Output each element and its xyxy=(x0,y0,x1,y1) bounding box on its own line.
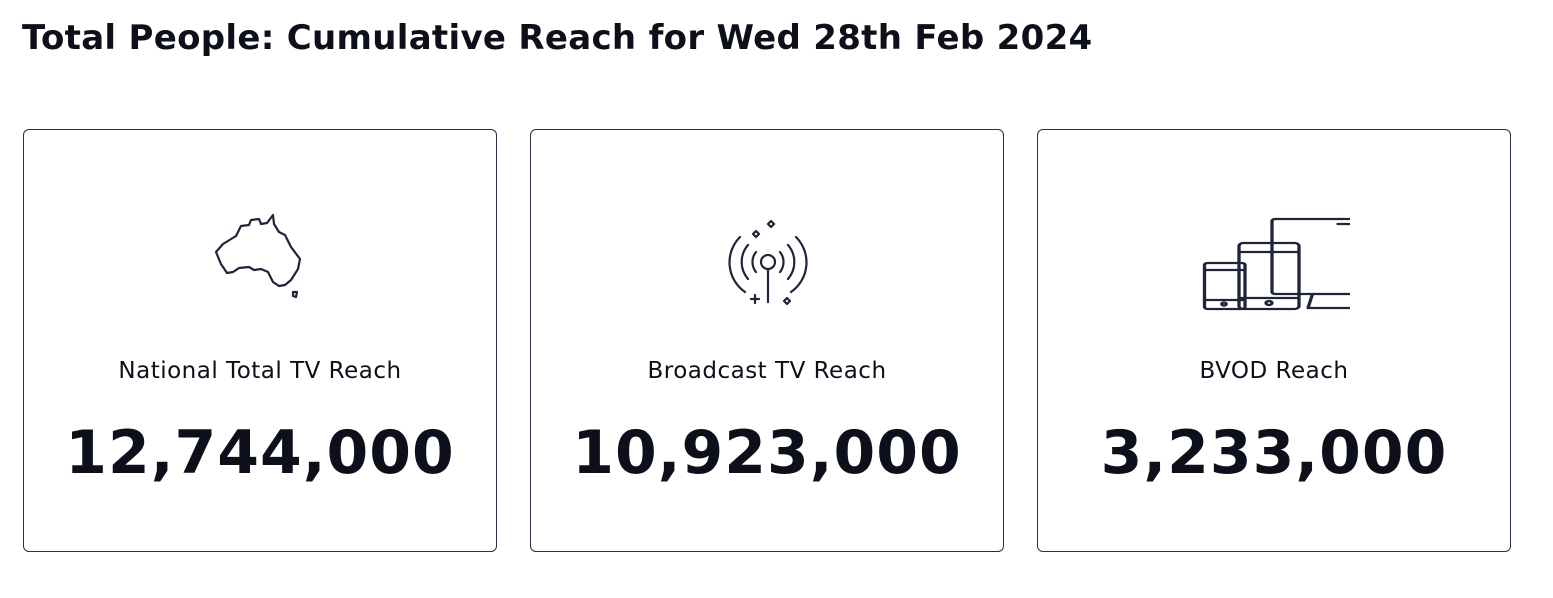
card-label: BVOD Reach xyxy=(1199,358,1349,384)
page-title: Total People: Cumulative Reach for Wed 2… xyxy=(22,18,1093,58)
card-label: National Total TV Reach xyxy=(118,358,402,384)
reach-card: Broadcast TV Reach 10,923,000 xyxy=(530,129,1004,552)
card-value: 12,744,000 xyxy=(65,418,455,488)
reach-card: BVOD Reach 3,233,000 xyxy=(1037,129,1511,552)
reach-card: National Total TV Reach 12,744,000 xyxy=(23,129,497,552)
card-label: Broadcast TV Reach xyxy=(647,358,887,384)
card-value: 10,923,000 xyxy=(572,418,962,488)
broadcast-icon xyxy=(728,219,808,306)
devices-icon xyxy=(1202,217,1350,311)
card-value: 3,233,000 xyxy=(1100,418,1448,488)
australia-icon xyxy=(214,213,302,299)
